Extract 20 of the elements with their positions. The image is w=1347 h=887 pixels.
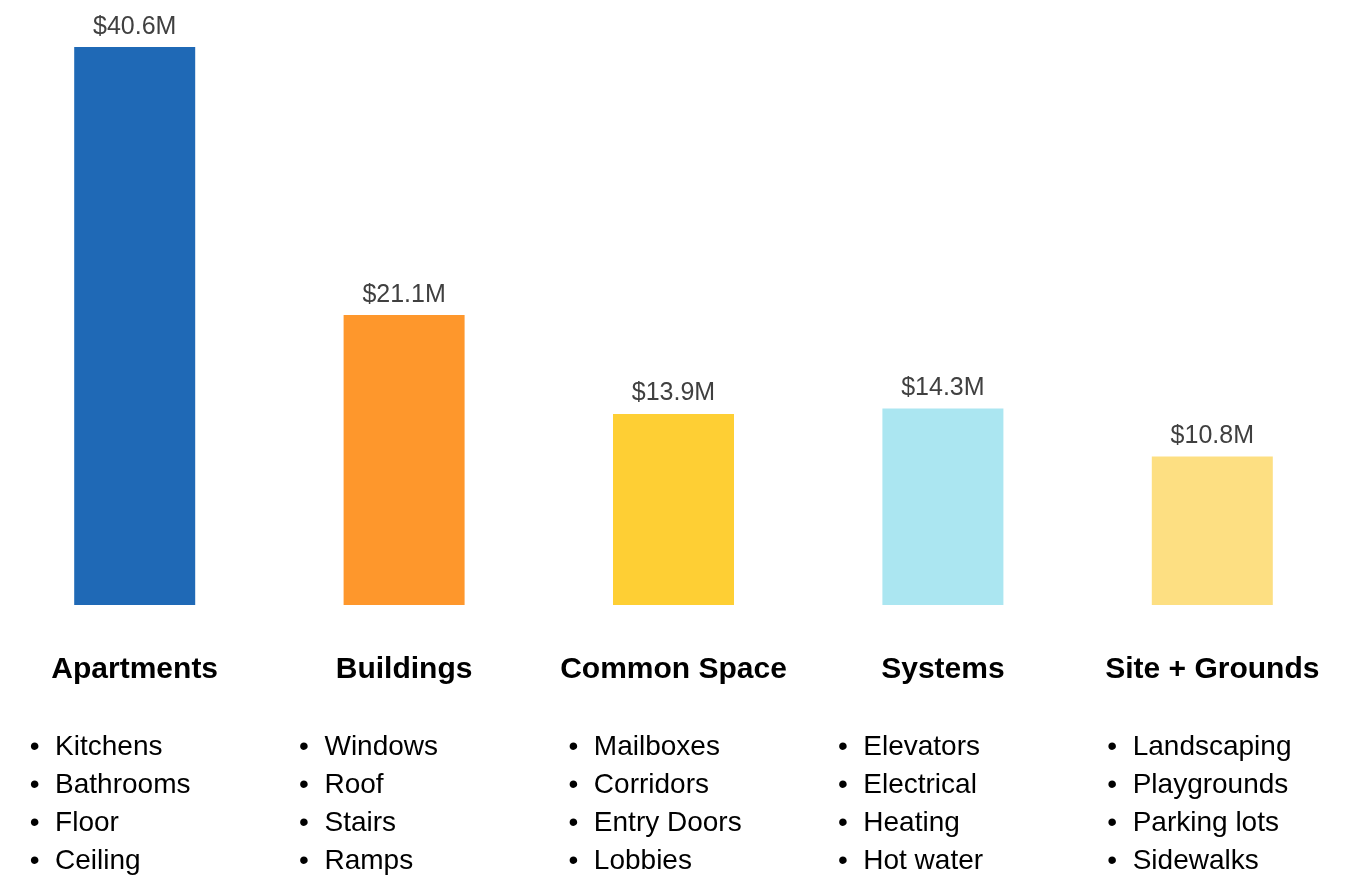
text: • Landscaping • Playgrounds • Parking lots • Sidewalks xyxy=(1107,729,1292,875)
x-tick-label: Common Space xyxy=(560,650,787,684)
text: • Windows • Roof • Stairs • Ramps xyxy=(299,729,439,875)
text: • Mailboxes • Corridors • Entry Doors • Lobbies xyxy=(568,729,742,875)
bar xyxy=(343,315,465,605)
data-label: $10.8M xyxy=(1170,420,1254,449)
bar xyxy=(613,413,734,605)
data-label: $21.1M xyxy=(362,278,446,307)
text: • Kitchens • Bathrooms • Floor • Ceiling xyxy=(29,729,191,875)
data-label: $40.6M xyxy=(93,10,177,39)
data-label: $14.3M xyxy=(901,371,985,400)
bar xyxy=(882,408,1004,605)
bar xyxy=(74,47,196,605)
data-label: $13.9M xyxy=(631,377,716,406)
x-tick-label: Apartments xyxy=(51,650,219,684)
x-tick-label: Systems xyxy=(881,650,1005,684)
bar xyxy=(1151,456,1273,605)
x-tick-label: Site + Grounds xyxy=(1105,650,1320,684)
x-tick-label: Buildings xyxy=(335,650,473,684)
text: • Elevators • Electrical • Heating • Hot water xyxy=(837,729,984,875)
